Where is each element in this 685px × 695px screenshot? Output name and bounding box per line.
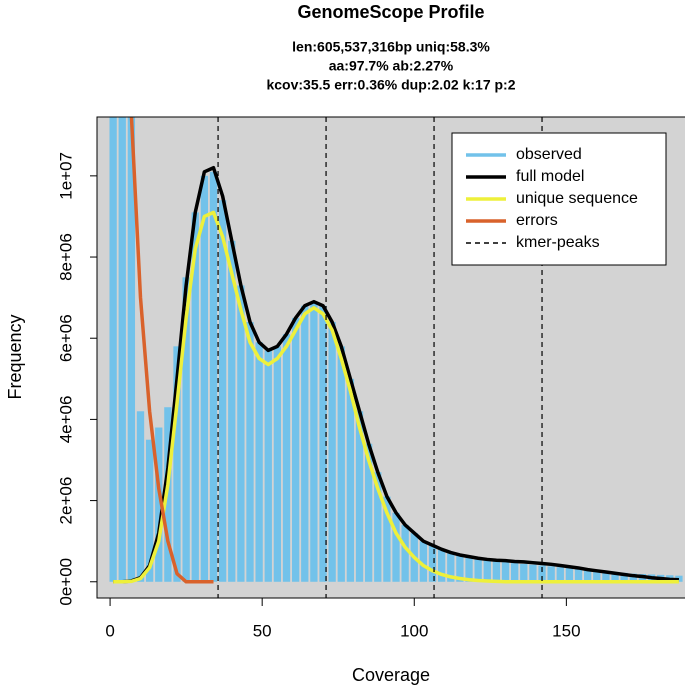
legend-label: errors — [516, 212, 558, 229]
histogram-bar — [565, 567, 574, 582]
histogram-bar — [310, 301, 318, 582]
histogram-bar — [319, 305, 327, 582]
histogram-bar — [136, 411, 145, 582]
y-tick-label: 1e+07 — [56, 152, 75, 200]
histogram-bar — [602, 571, 610, 582]
x-tick-label: 150 — [552, 621, 580, 640]
legend-label: full model — [516, 168, 584, 185]
histogram-bar — [282, 334, 291, 582]
histogram-bar — [483, 560, 491, 582]
histogram-bar — [456, 555, 464, 582]
histogram-bar — [155, 427, 163, 582]
histogram-bar — [629, 573, 637, 582]
histogram-bar — [593, 570, 601, 582]
x-tick-label: 50 — [253, 621, 272, 640]
histogram-bar — [264, 350, 272, 582]
histogram-bar — [584, 569, 592, 582]
histogram-bar — [392, 512, 400, 582]
histogram-bar — [465, 557, 473, 582]
histogram-bar — [501, 562, 510, 582]
model-line — [113, 210, 679, 584]
histogram-bar — [255, 342, 263, 582]
histogram-bar — [511, 563, 519, 582]
model-line — [129, 117, 214, 584]
histogram-bar — [428, 545, 437, 582]
y-axis-label: Frequency — [5, 314, 25, 399]
histogram-bar — [337, 346, 345, 582]
x-tick-label: 0 — [105, 621, 114, 640]
histogram-bar — [237, 285, 245, 582]
histogram-bar — [301, 305, 309, 582]
histogram-bar — [529, 564, 537, 582]
histogram-bar — [328, 321, 336, 582]
histogram-bar — [611, 572, 619, 582]
histogram-bar — [246, 321, 254, 582]
y-tick-label: 0e+00 — [56, 558, 75, 606]
model-line — [113, 165, 679, 584]
histogram-bar — [228, 240, 236, 582]
histogram-bar — [182, 277, 190, 582]
chart-title: GenomeScope Profile — [297, 2, 484, 22]
histogram-bar — [474, 559, 482, 582]
legend-label: kmer-peaks — [516, 234, 600, 251]
y-tick-label: 2e+06 — [56, 477, 75, 525]
histogram-bar — [291, 317, 300, 582]
x-axis-label: Coverage — [352, 665, 430, 685]
histogram-bar — [437, 549, 446, 582]
histogram-bar — [118, 117, 126, 582]
histogram-bar — [127, 117, 136, 582]
histogram-bar — [209, 171, 218, 582]
histogram-bar — [620, 572, 628, 582]
y-tick-label: 6e+06 — [56, 314, 75, 362]
histogram-bar — [145, 439, 154, 582]
histogram-bar — [492, 561, 501, 582]
subtitle: kcov:35.5 err:0.36% dup:2.02 k:17 p:2 — [266, 77, 515, 93]
subtitle: aa:97.7% ab:2.27% — [329, 58, 454, 74]
histogram-bar — [109, 117, 117, 582]
legend-label: observed — [516, 146, 582, 163]
subtitle: len:605,537,316bp uniq:58.3% — [292, 39, 490, 55]
histogram-bar — [346, 378, 355, 582]
histogram-bar — [200, 175, 209, 582]
x-tick-label: 100 — [400, 621, 428, 640]
histogram-bar — [218, 200, 227, 582]
histogram-bar — [374, 472, 382, 582]
histogram-bar — [419, 541, 428, 582]
histogram-bar — [383, 496, 391, 582]
histogram-bar — [401, 524, 409, 582]
histogram-bar — [520, 563, 528, 582]
histogram-bar — [355, 411, 364, 582]
y-tick-label: 4e+06 — [56, 396, 75, 444]
y-tick-label: 8e+06 — [56, 233, 75, 281]
histogram-bar — [364, 443, 373, 582]
histogram-bar — [574, 568, 583, 582]
histogram-bar — [547, 566, 555, 582]
histogram-bar — [447, 553, 455, 582]
histogram-bar — [556, 567, 564, 582]
plot-frame — [96, 116, 685, 599]
legend-label: unique sequence — [516, 190, 638, 207]
plot-area — [109, 117, 683, 598]
histogram-bar — [273, 346, 282, 582]
histogram-bar — [191, 212, 199, 582]
histogram-bar — [538, 565, 546, 582]
histogram-bar — [173, 346, 181, 582]
